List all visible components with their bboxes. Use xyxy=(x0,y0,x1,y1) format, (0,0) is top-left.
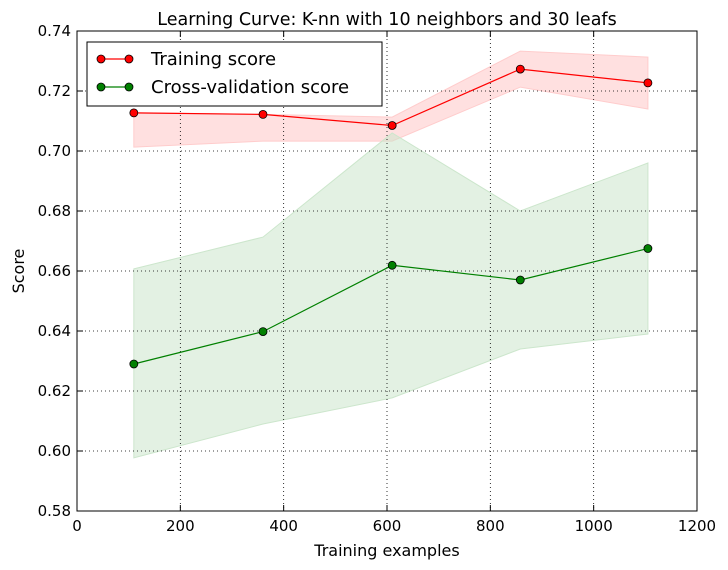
x-tick-label: 0 xyxy=(72,517,82,535)
legend-label-cross-validation: Cross-validation score xyxy=(151,77,349,98)
y-axis-label: Score xyxy=(9,249,28,294)
confidence-band-training xyxy=(133,50,649,148)
y-tick-label: 0.64 xyxy=(38,322,71,340)
x-tick-label: 1000 xyxy=(575,517,613,535)
data-point-training xyxy=(515,64,525,74)
data-point-cross-validation xyxy=(258,327,268,337)
legend-label-training: Training score xyxy=(150,49,276,70)
y-tick-label: 0.60 xyxy=(38,442,71,460)
y-tick-label: 0.70 xyxy=(38,142,71,160)
legend-marker-cross-validation xyxy=(124,82,134,92)
data-point-cross-validation xyxy=(643,244,653,253)
series-lines xyxy=(129,64,653,369)
data-point-cross-validation xyxy=(129,359,139,369)
y-tick-label: 0.66 xyxy=(38,262,71,280)
x-tick-label: 1200 xyxy=(678,517,716,535)
x-tick-label: 400 xyxy=(269,517,298,535)
data-point-cross-validation xyxy=(387,260,397,270)
confidence-band-cross-validation xyxy=(133,132,649,459)
chart-title: Learning Curve: K-nn with 10 neighbors a… xyxy=(157,10,616,30)
data-point-training xyxy=(129,108,139,118)
data-point-cross-validation xyxy=(515,275,525,285)
data-point-training xyxy=(387,121,397,130)
legend-marker-training xyxy=(124,54,134,64)
legend: Training score Cross-validation score xyxy=(86,41,383,107)
x-tick-label: 800 xyxy=(476,517,505,535)
y-tick-label: 0.68 xyxy=(38,202,71,220)
confidence-bands xyxy=(133,50,649,459)
legend-box xyxy=(86,41,383,107)
x-axis-label: Training examples xyxy=(313,541,459,560)
y-tick-label: 0.62 xyxy=(38,382,71,400)
legend-marker-training xyxy=(96,54,106,64)
y-tick-label: 0.74 xyxy=(38,22,71,40)
y-tick-label: 0.72 xyxy=(38,82,71,100)
legend-marker-cross-validation xyxy=(96,82,106,92)
y-tick-label: 0.58 xyxy=(38,502,71,520)
data-point-training xyxy=(643,78,653,88)
x-tick-label: 200 xyxy=(166,517,195,535)
data-point-training xyxy=(258,110,268,119)
x-tick-label: 600 xyxy=(373,517,402,535)
axis-ticks: 0 200 400 600 800 1000 1200 0.58 0.60 0.62 0.64 0.6… xyxy=(38,22,717,535)
